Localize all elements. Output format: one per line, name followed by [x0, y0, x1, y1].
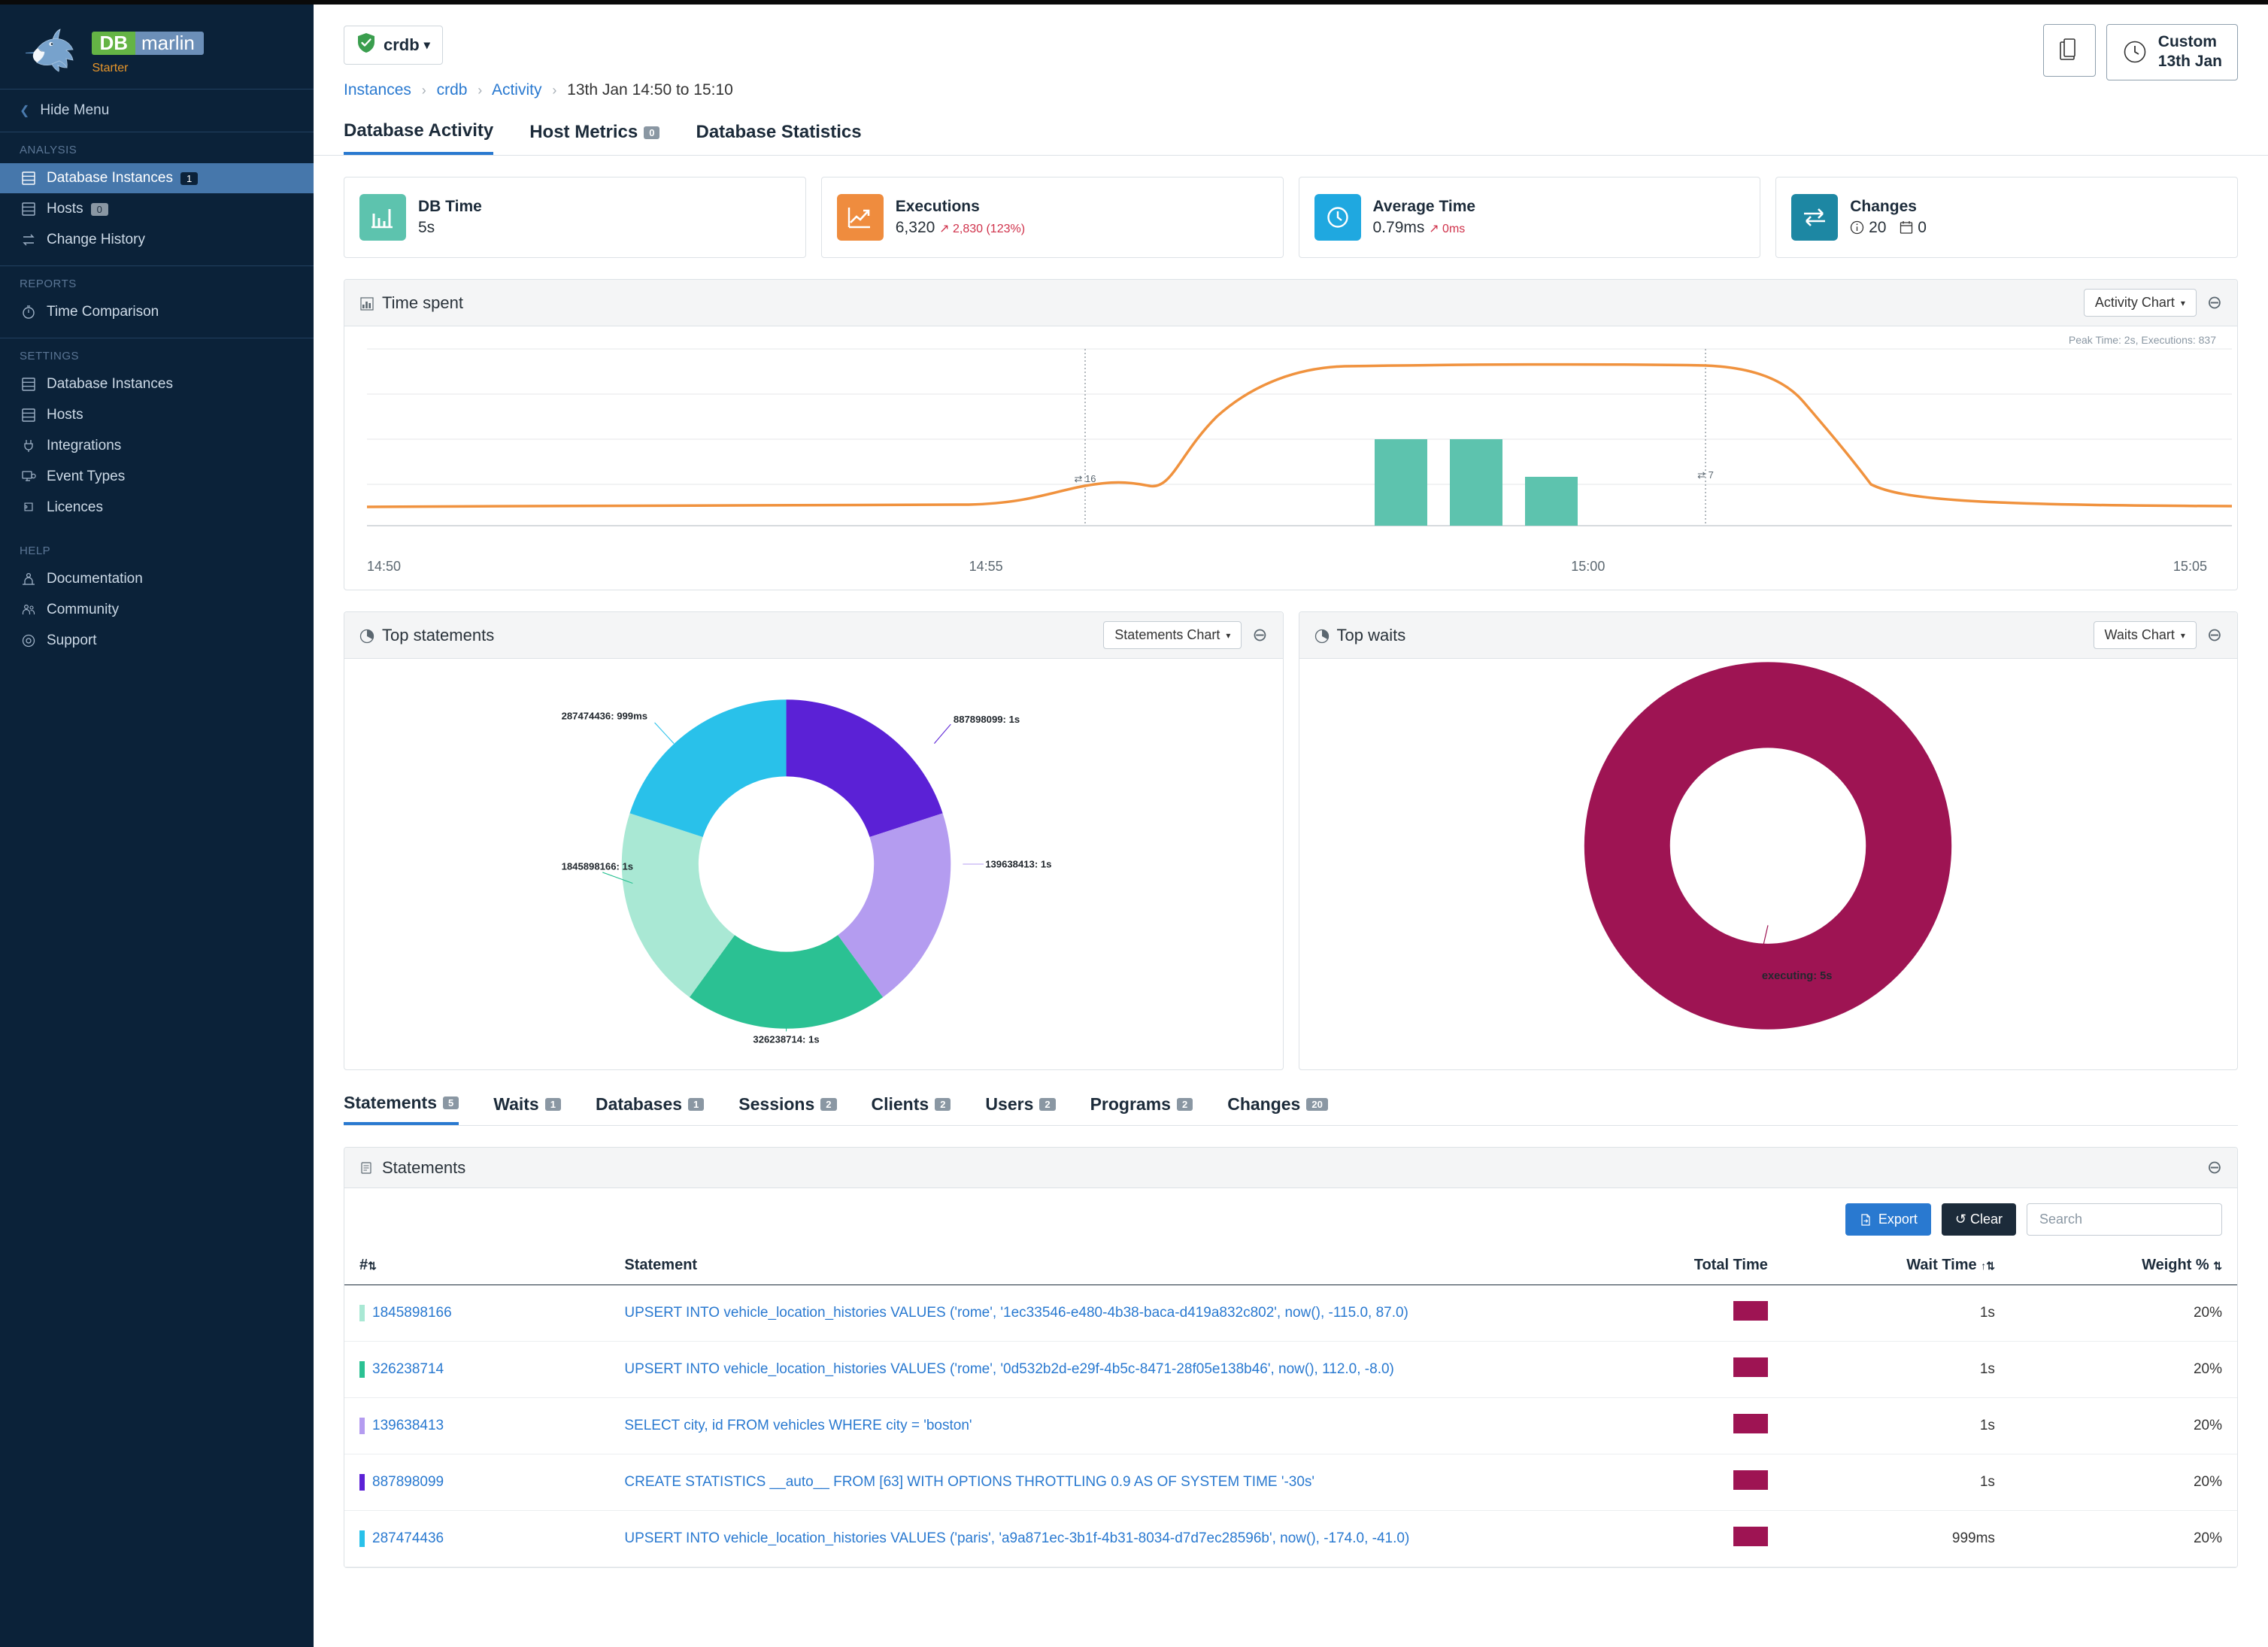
svg-text:326238714: 1s: 326238714: 1s — [753, 1034, 819, 1045]
svg-text:287474436: 999ms: 287474436: 999ms — [561, 711, 647, 722]
svg-text:887898099: 1s: 887898099: 1s — [954, 714, 1020, 725]
svg-text:⇄ 7: ⇄ 7 — [1697, 469, 1714, 481]
svg-text:⇄ 16: ⇄ 16 — [1075, 473, 1096, 484]
svg-text:executing: 5s: executing: 5s — [1762, 970, 1833, 982]
svg-text:139638413: 1s: 139638413: 1s — [985, 858, 1051, 869]
svg-text:1845898166: 1s: 1845898166: 1s — [561, 860, 633, 872]
